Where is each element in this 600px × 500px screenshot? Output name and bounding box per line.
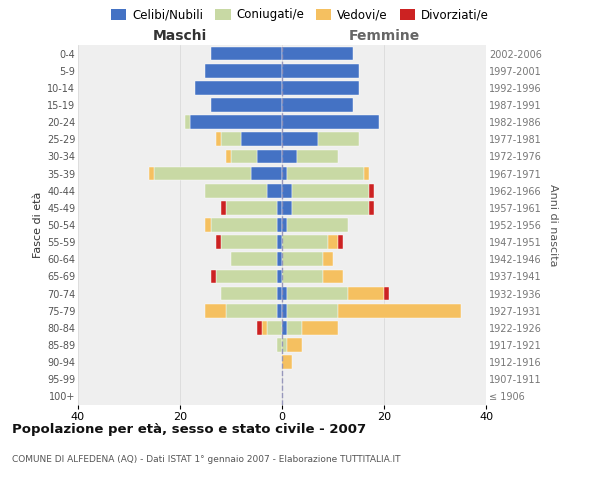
Bar bbox=[211, 218, 277, 232]
Bar bbox=[241, 132, 282, 146]
Bar bbox=[338, 236, 343, 249]
Bar bbox=[282, 321, 287, 334]
Bar bbox=[282, 150, 298, 164]
Bar bbox=[323, 252, 333, 266]
Bar bbox=[221, 201, 226, 214]
Bar bbox=[231, 252, 277, 266]
Bar bbox=[257, 321, 262, 334]
Y-axis label: Fasce di età: Fasce di età bbox=[32, 192, 43, 258]
Bar bbox=[211, 98, 282, 112]
Bar bbox=[277, 338, 282, 352]
Bar bbox=[292, 201, 369, 214]
Bar bbox=[282, 132, 318, 146]
Bar bbox=[328, 236, 338, 249]
Bar bbox=[282, 236, 328, 249]
Bar bbox=[338, 304, 461, 318]
Bar bbox=[149, 166, 155, 180]
Bar bbox=[277, 236, 282, 249]
Bar bbox=[318, 132, 359, 146]
Bar bbox=[277, 201, 282, 214]
Bar bbox=[206, 304, 226, 318]
Bar bbox=[226, 304, 277, 318]
Bar bbox=[282, 46, 353, 60]
Bar bbox=[282, 270, 323, 283]
Text: Maschi: Maschi bbox=[153, 28, 207, 42]
Bar bbox=[349, 286, 384, 300]
Bar bbox=[282, 304, 287, 318]
Legend: Celibi/Nubili, Coniugati/e, Vedovi/e, Divorziati/e: Celibi/Nubili, Coniugati/e, Vedovi/e, Di… bbox=[109, 6, 491, 24]
Bar bbox=[196, 81, 282, 94]
Bar bbox=[216, 270, 277, 283]
Bar bbox=[282, 98, 353, 112]
Bar bbox=[257, 150, 282, 164]
Bar bbox=[206, 64, 282, 78]
Bar bbox=[277, 270, 282, 283]
Bar bbox=[287, 286, 349, 300]
Bar bbox=[206, 184, 267, 198]
Bar bbox=[221, 236, 277, 249]
Bar bbox=[287, 304, 338, 318]
Bar bbox=[216, 132, 221, 146]
Bar bbox=[364, 166, 369, 180]
Bar bbox=[262, 321, 267, 334]
Bar bbox=[369, 184, 374, 198]
Bar bbox=[282, 116, 379, 129]
Bar bbox=[282, 286, 287, 300]
Bar bbox=[369, 201, 374, 214]
Bar bbox=[282, 64, 359, 78]
Bar bbox=[251, 166, 282, 180]
Bar bbox=[277, 252, 282, 266]
Bar bbox=[277, 304, 282, 318]
Bar bbox=[267, 321, 282, 334]
Bar bbox=[282, 338, 287, 352]
Bar bbox=[267, 184, 282, 198]
Bar bbox=[287, 166, 364, 180]
Bar bbox=[211, 270, 216, 283]
Bar bbox=[287, 321, 302, 334]
Bar bbox=[221, 132, 241, 146]
Text: Popolazione per età, sesso e stato civile - 2007: Popolazione per età, sesso e stato civil… bbox=[12, 422, 366, 436]
Bar bbox=[221, 286, 277, 300]
Bar bbox=[190, 116, 282, 129]
Bar bbox=[216, 236, 221, 249]
Bar bbox=[323, 270, 343, 283]
Bar bbox=[231, 150, 257, 164]
Bar bbox=[206, 218, 211, 232]
Bar bbox=[211, 46, 282, 60]
Bar bbox=[277, 286, 282, 300]
Bar bbox=[226, 150, 231, 164]
Bar bbox=[282, 218, 287, 232]
Bar bbox=[298, 150, 338, 164]
Bar bbox=[302, 321, 338, 334]
Bar bbox=[384, 286, 389, 300]
Bar bbox=[282, 166, 287, 180]
Bar bbox=[287, 338, 302, 352]
Bar bbox=[287, 218, 349, 232]
Y-axis label: Anni di nascita: Anni di nascita bbox=[548, 184, 559, 266]
Bar bbox=[282, 81, 359, 94]
Bar bbox=[292, 184, 369, 198]
Bar bbox=[282, 252, 323, 266]
Bar bbox=[185, 116, 190, 129]
Bar bbox=[282, 356, 292, 369]
Bar bbox=[277, 218, 282, 232]
Bar bbox=[282, 184, 292, 198]
Bar bbox=[226, 201, 277, 214]
Text: Femmine: Femmine bbox=[349, 28, 419, 42]
Text: COMUNE DI ALFEDENA (AQ) - Dati ISTAT 1° gennaio 2007 - Elaborazione TUTTITALIA.I: COMUNE DI ALFEDENA (AQ) - Dati ISTAT 1° … bbox=[12, 455, 401, 464]
Bar bbox=[282, 201, 292, 214]
Bar bbox=[155, 166, 251, 180]
